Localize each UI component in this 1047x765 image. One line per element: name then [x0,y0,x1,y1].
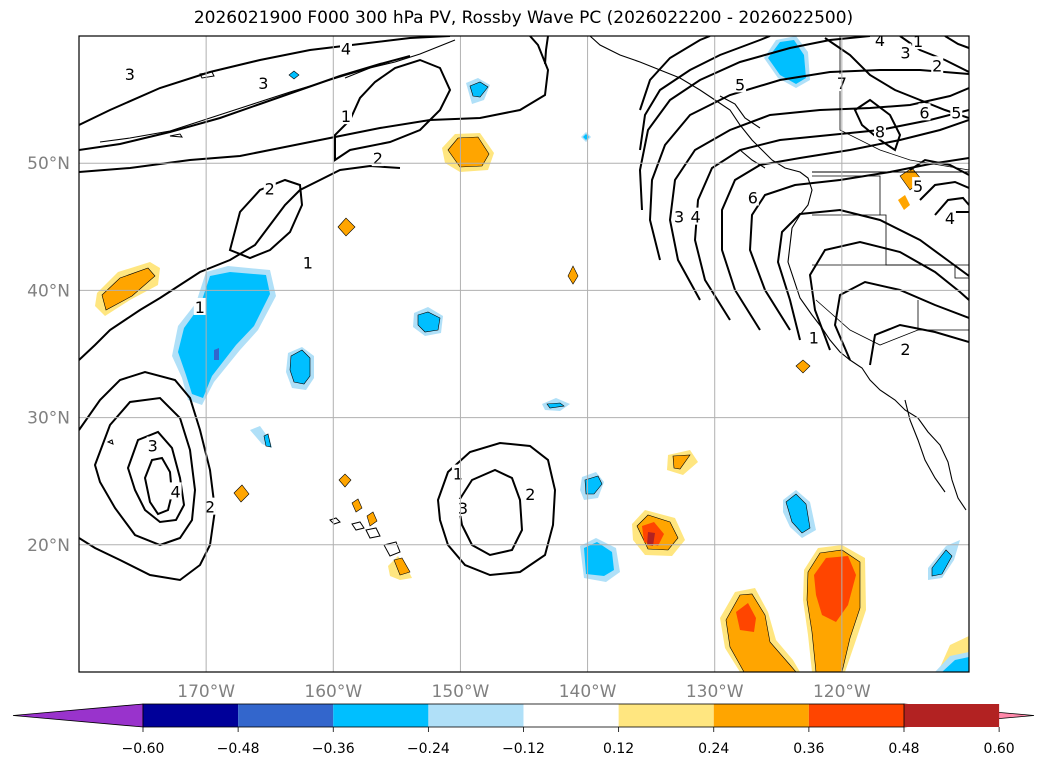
contour-label-bg [931,56,944,74]
contour-label: 3 [148,437,158,456]
contour-label: 5 [913,177,923,196]
contour-label: 4 [875,31,885,50]
contour-label-bg [123,65,136,83]
contour-label-bg [146,436,159,454]
contour-label: 2 [932,56,942,75]
colorbar-box [904,704,1000,727]
contour-label: 8 [875,122,885,141]
colorbar-tick-label: 0.36 [793,741,824,757]
colorbar-tick-label: 0.60 [984,741,1015,757]
colorbar-extend-min [12,703,144,728]
colorbar-box [333,704,429,727]
map-frame [78,35,970,673]
contour-label-bg [169,482,182,500]
colorbar-box [523,704,619,727]
colorbar-tick-label: −0.48 [217,741,260,757]
contour-label: 1 [913,32,923,51]
contour-label-bg [874,122,886,140]
lon-tick-label: 140°W [559,682,617,702]
contour-label: 4 [945,209,955,228]
contour-label-bg [950,103,963,121]
contour-label: 3 [458,499,468,518]
contour-label: 3 [900,44,910,63]
contour-label-bg [263,179,276,197]
colorbar-box [713,704,809,727]
contour-label-bg [746,188,759,206]
colorbar-box [428,704,524,727]
contour-label: 5 [951,103,961,122]
contour-label: 6 [919,103,929,122]
lon-tick-label: 160°W [304,682,362,702]
contour-label: 4 [691,208,701,227]
colorbar-tick-label: 0.48 [888,741,919,757]
contour-label-bg [899,43,912,61]
colorbar-box [238,704,334,727]
colorbar-tick-label: −0.60 [122,741,165,757]
contour-label-bg [807,328,820,346]
contour-label: 2 [900,340,910,359]
contour-label: 6 [748,189,758,208]
colorbar-tick-label: 0.12 [603,741,634,757]
contour-label-bg [203,497,216,515]
contour-label: 4 [341,40,351,59]
contour-label-bg [301,253,314,271]
colorbar-box [808,704,904,727]
lon-tick-label: 170°W [177,682,235,702]
gridlines [79,36,969,672]
contour-label: 2 [265,180,275,199]
contour-label-bg [340,39,352,57]
contour-label-bg [912,177,925,195]
lat-tick-label: 30°N [27,409,70,429]
contour-label: 1 [303,253,313,272]
colorbar-tick-label: −0.24 [407,741,450,757]
lon-tick-label: 150°W [432,682,490,702]
lat-tick-label: 40°N [27,281,70,301]
contour-label: 2 [525,485,535,504]
contour-label-bg [673,207,686,225]
contour-label: 5 [735,75,745,94]
islands [106,71,401,557]
map-title: 2026021900 F000 300 hPa PV, Rossby Wave … [193,8,854,28]
contour-label: 2 [373,149,383,168]
colorbar: −0.60 −0.48 −0.36 −0.24 −0.12 0.12 0.24 0.36 0.4… [12,703,1035,757]
contour-label-bg [524,484,537,502]
contour-label-bg [689,207,702,225]
contour-label: 1 [453,465,463,484]
contour-label-bg [193,297,206,315]
colorbar-box [143,704,239,727]
contour-label: 1 [195,298,205,317]
contour-label-bg [912,36,925,50]
contour-label-bg [340,107,352,125]
contour-label-bg [943,208,956,226]
contour-label-bg [899,339,912,357]
contour-label: 3 [258,74,268,93]
axis-tick-labels: 170°W 160°W 150°W 140°W 130°W 120°W 50°N 40°N 30… [27,154,871,702]
colorbar-tick-label: 0.24 [698,741,729,757]
colorbar-box [618,704,714,727]
lat-tick-label: 20°N [27,536,70,556]
pv-contours [79,36,969,582]
contour-label-bg [371,149,384,167]
contour-label-bg [257,74,270,92]
contour-label: 3 [674,208,684,227]
lon-tick-label: 130°W [686,682,744,702]
contour-label-bg [874,36,886,48]
contour-label: 1 [341,107,351,126]
lat-tick-label: 50°N [27,154,70,174]
contour-label: 3 [125,65,135,84]
contour-label-bg [918,103,931,121]
contour-label: 2 [205,498,215,517]
lon-tick-label: 120°W [813,682,871,702]
contour-label-bg [734,75,747,93]
colorbar-tick-label: −0.12 [502,741,545,757]
contour-label: 1 [809,328,819,347]
contour-label: 4 [171,482,181,501]
colorbar-tick-label: −0.36 [312,741,355,757]
